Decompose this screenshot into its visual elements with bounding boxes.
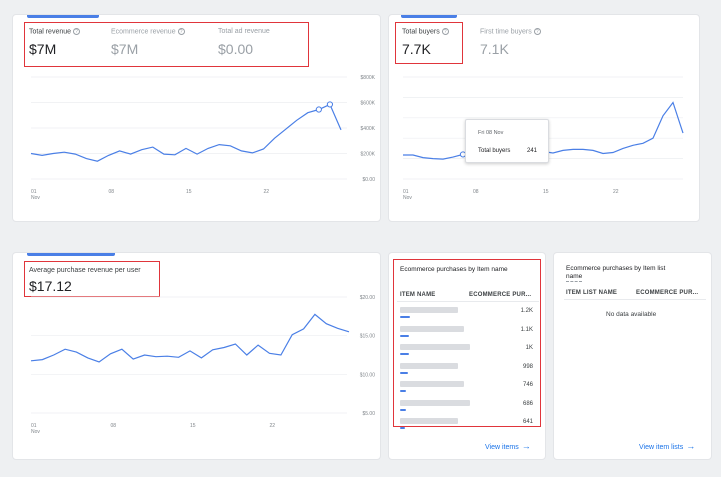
- item-value-bar: [400, 316, 410, 318]
- itemlist-card-title: Ecommerce purchases by Item list name: [566, 265, 665, 282]
- x-tick-label: 08: [473, 189, 479, 195]
- x-tick-label: 08: [109, 189, 115, 195]
- x-tick-sublabel: Nov: [31, 429, 40, 435]
- item-name-redacted[interactable]: [400, 381, 464, 387]
- metric-value-total-buyers: 7.7K: [402, 41, 431, 57]
- item-name-redacted[interactable]: [400, 325, 464, 332]
- x-tick-label: 08: [111, 423, 117, 429]
- col-ecommerce-purchases[interactable]: ECOMMERCE PUR...: [469, 292, 532, 298]
- item-value: 1K: [525, 345, 533, 351]
- col-item-list-name[interactable]: ITEM LIST NAME: [566, 290, 618, 296]
- x-tick-sublabel: Nov: [403, 195, 412, 201]
- item-name-redacted[interactable]: [400, 362, 458, 369]
- series-line: [30, 313, 350, 363]
- x-tick-label: 15: [543, 189, 549, 195]
- items-card: Ecommerce purchases by Item name ITEM NA…: [388, 252, 546, 460]
- y-tick-label: $10.00: [360, 372, 376, 378]
- item-name-redacted[interactable]: [400, 399, 470, 406]
- itemlist-title-line1: Ecommerce purchases by Item list: [566, 265, 666, 272]
- item-value-bar: [400, 390, 407, 392]
- buyers-card: Total buyers? 7.7K First time buyers? 7.…: [388, 14, 700, 222]
- x-tick-label: 22: [270, 423, 276, 429]
- metric-label-total-buyers[interactable]: Total buyers?: [402, 28, 449, 35]
- metric-label-arppu[interactable]: Average purchase revenue per user: [29, 267, 141, 274]
- chart-tooltip: Fri 08 Nov Total buyers 241: [465, 119, 549, 163]
- highlight-box: [24, 261, 160, 297]
- metric-label-ecommerce-revenue[interactable]: Ecommerce revenue?: [111, 28, 185, 35]
- data-point-marker: [326, 101, 334, 108]
- y-tick-label: $0.00: [362, 177, 375, 183]
- card-accent-bar: [27, 253, 115, 256]
- card-accent-bar: [401, 15, 457, 18]
- y-tick-label: $400K: [361, 126, 376, 132]
- highlight-box: [393, 259, 541, 427]
- view-item-lists-link[interactable]: View item lists →: [639, 441, 696, 451]
- metric-value-total-revenue: $7M: [29, 41, 57, 57]
- tooltip-label: Total buyers: [478, 148, 511, 154]
- x-tick-label: 01: [403, 189, 409, 195]
- table-header-divider: [564, 299, 706, 300]
- x-tick-sublabel: Nov: [31, 195, 40, 201]
- x-tick-label: 01: [31, 189, 37, 195]
- y-tick-label: $5.00: [362, 411, 375, 417]
- x-tick-label: 22: [264, 189, 270, 195]
- item-name-redacted[interactable]: [400, 418, 458, 424]
- metric-value-arppu: $17.12: [29, 278, 72, 294]
- help-icon[interactable]: ?: [441, 28, 449, 35]
- metric-value-total-ad-revenue: $0.00: [218, 41, 254, 57]
- y-tick-label: $15.00: [360, 334, 376, 340]
- metric-label-first-time-buyers[interactable]: First time buyers?: [480, 28, 541, 35]
- data-point-marker: [315, 106, 322, 113]
- arrow-right-icon: →: [521, 441, 531, 451]
- x-tick-label: 15: [190, 423, 196, 429]
- col-item-name[interactable]: ITEM NAME: [400, 292, 436, 298]
- arrow-right-icon: →: [686, 441, 696, 451]
- metric-label-total-revenue[interactable]: Total revenue?: [29, 28, 81, 35]
- y-tick-label: $20.00: [360, 295, 376, 301]
- item-name-redacted[interactable]: [400, 307, 458, 313]
- itemlist-title-line2: name: [566, 273, 583, 282]
- item-value: 1.2K: [520, 308, 533, 314]
- y-tick-label: $800K: [361, 75, 376, 81]
- help-icon[interactable]: ?: [177, 28, 185, 35]
- no-data-message: No data available: [606, 311, 657, 318]
- metric-value-ecommerce-revenue: $7M: [111, 41, 139, 57]
- y-tick-label: $600K: [361, 101, 376, 107]
- items-card-title: Ecommerce purchases by Item name: [400, 266, 508, 273]
- item-value: 641: [522, 419, 533, 425]
- revenue-card: Total revenue? $7M Ecommerce revenue? $7…: [12, 14, 381, 222]
- item-value: 746: [522, 382, 533, 388]
- item-value-bar: [400, 408, 406, 411]
- item-value-bar: [400, 353, 409, 355]
- item-value: 686: [522, 400, 533, 407]
- metric-value-first-time-buyers: 7.1K: [480, 41, 509, 57]
- x-tick-label: 01: [31, 423, 37, 429]
- tooltip-date: Fri 08 Nov: [478, 130, 504, 136]
- tooltip-value: 241: [527, 148, 538, 154]
- item-value: 1.1K: [520, 326, 533, 333]
- metric-label-total-ad-revenue[interactable]: Total ad revenue: [218, 28, 270, 35]
- itemlist-card: Ecommerce purchases by Item list name IT…: [553, 252, 712, 460]
- item-name-redacted[interactable]: [400, 344, 470, 350]
- help-icon[interactable]: ?: [73, 28, 81, 35]
- card-accent-bar: [27, 15, 99, 18]
- table-header-divider: [397, 301, 539, 302]
- arppu-card: Average purchase revenue per user $17.12…: [12, 252, 381, 460]
- item-value: 998: [522, 363, 533, 370]
- highlight-box: [395, 22, 463, 64]
- col-ecommerce-purchases[interactable]: ECOMMERCE PUR...: [636, 290, 699, 296]
- help-icon[interactable]: ?: [533, 28, 541, 35]
- x-tick-label: 22: [613, 189, 619, 195]
- item-value-bar: [400, 371, 409, 374]
- view-items-link[interactable]: View items →: [485, 441, 531, 451]
- x-tick-label: 15: [186, 189, 192, 195]
- series-line: [30, 103, 342, 162]
- item-value-bar: [400, 427, 406, 429]
- y-tick-label: $200K: [361, 152, 376, 158]
- highlight-box: [24, 22, 309, 67]
- item-value-bar: [400, 334, 409, 337]
